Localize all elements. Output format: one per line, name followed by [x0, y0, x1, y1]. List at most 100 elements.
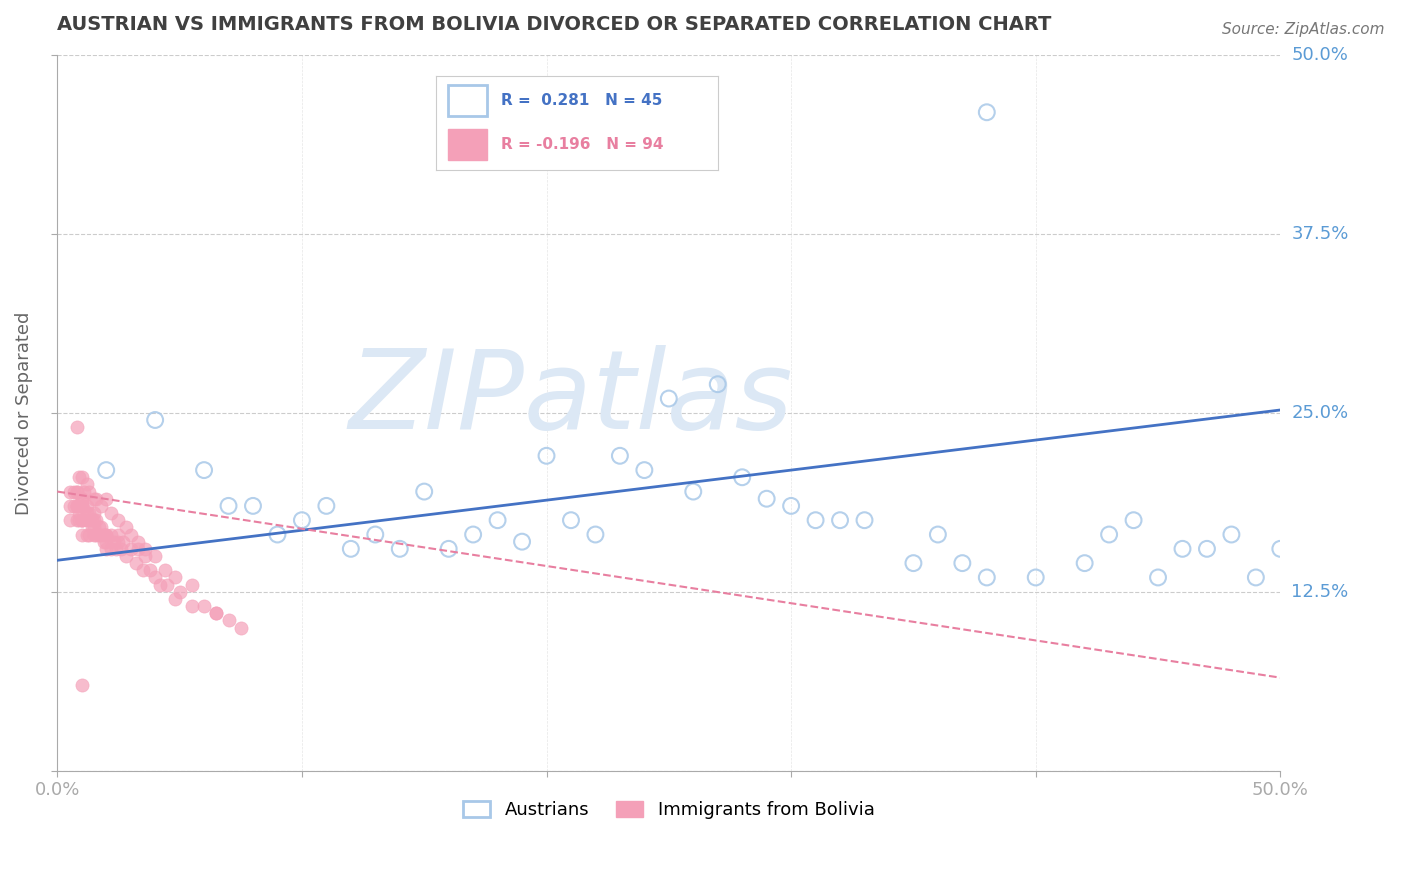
- Point: [976, 105, 998, 120]
- Point: [86, 527, 108, 541]
- Point: [67, 513, 90, 527]
- Point: [143, 413, 166, 427]
- Point: [77, 527, 100, 541]
- Point: [682, 484, 704, 499]
- Point: [110, 541, 132, 556]
- Text: 12.5%: 12.5%: [1292, 582, 1348, 601]
- Point: [107, 527, 129, 541]
- Point: [58, 499, 80, 513]
- Point: [463, 527, 485, 541]
- Text: 37.5%: 37.5%: [1292, 225, 1348, 243]
- Point: [950, 556, 973, 570]
- Point: [1195, 541, 1218, 556]
- Point: [156, 577, 179, 591]
- Point: [1220, 527, 1243, 541]
- Point: [163, 591, 186, 606]
- Point: [1025, 570, 1047, 584]
- Point: [124, 556, 146, 570]
- Point: [706, 377, 728, 392]
- Point: [76, 513, 98, 527]
- Point: [73, 484, 96, 499]
- Point: [143, 570, 166, 584]
- Point: [903, 556, 925, 570]
- Point: [80, 513, 103, 527]
- Point: [242, 499, 264, 513]
- Legend: Austrians, Immigrants from Bolivia: Austrians, Immigrants from Bolivia: [456, 793, 882, 826]
- Point: [976, 570, 998, 584]
- Point: [143, 549, 166, 563]
- Point: [388, 541, 411, 556]
- Point: [70, 499, 93, 513]
- Point: [103, 534, 125, 549]
- Y-axis label: Divorced or Separated: Divorced or Separated: [15, 311, 32, 515]
- Point: [70, 499, 93, 513]
- Point: [139, 563, 162, 577]
- Point: [63, 499, 86, 513]
- Point: [66, 513, 89, 527]
- Point: [76, 499, 98, 513]
- Point: [66, 499, 89, 513]
- Point: [90, 527, 112, 541]
- Point: [96, 534, 118, 549]
- Point: [205, 606, 228, 620]
- Point: [66, 484, 89, 499]
- Point: [77, 513, 100, 527]
- Point: [93, 527, 115, 541]
- Point: [83, 506, 105, 520]
- Point: [67, 470, 90, 484]
- Point: [90, 520, 112, 534]
- Point: [927, 527, 949, 541]
- Point: [77, 506, 100, 520]
- Point: [90, 499, 112, 513]
- Point: [169, 584, 191, 599]
- Point: [114, 520, 136, 534]
- Point: [163, 570, 186, 584]
- Point: [70, 491, 93, 506]
- Point: [218, 499, 240, 513]
- Point: [83, 513, 105, 527]
- Point: [853, 513, 876, 527]
- Point: [83, 491, 105, 506]
- Point: [120, 527, 142, 541]
- Point: [1171, 541, 1194, 556]
- Point: [153, 563, 176, 577]
- Point: [87, 520, 110, 534]
- Point: [112, 534, 135, 549]
- Point: [70, 499, 93, 513]
- Point: [66, 484, 89, 499]
- Point: [413, 484, 436, 499]
- Point: [266, 527, 288, 541]
- Point: [114, 549, 136, 563]
- Point: [66, 420, 89, 434]
- Point: [70, 470, 93, 484]
- Point: [66, 499, 89, 513]
- Point: [86, 513, 108, 527]
- Point: [658, 392, 681, 406]
- Point: [83, 527, 105, 541]
- Point: [132, 563, 155, 577]
- Text: 50.0%: 50.0%: [1292, 46, 1348, 64]
- Point: [96, 527, 118, 541]
- Point: [96, 527, 118, 541]
- Point: [70, 513, 93, 527]
- Point: [70, 513, 93, 527]
- Point: [1098, 527, 1121, 541]
- Point: [86, 491, 108, 506]
- Text: Source: ZipAtlas.com: Source: ZipAtlas.com: [1222, 22, 1385, 37]
- Point: [80, 520, 103, 534]
- Point: [218, 614, 240, 628]
- Point: [780, 499, 803, 513]
- Point: [180, 577, 202, 591]
- Point: [149, 577, 172, 591]
- Point: [364, 527, 387, 541]
- Point: [76, 477, 98, 491]
- Text: 25.0%: 25.0%: [1292, 404, 1348, 422]
- Point: [107, 513, 129, 527]
- Point: [96, 463, 118, 477]
- Point: [437, 541, 460, 556]
- Point: [67, 499, 90, 513]
- Point: [828, 513, 851, 527]
- Point: [58, 484, 80, 499]
- Point: [70, 491, 93, 506]
- Point: [77, 484, 100, 499]
